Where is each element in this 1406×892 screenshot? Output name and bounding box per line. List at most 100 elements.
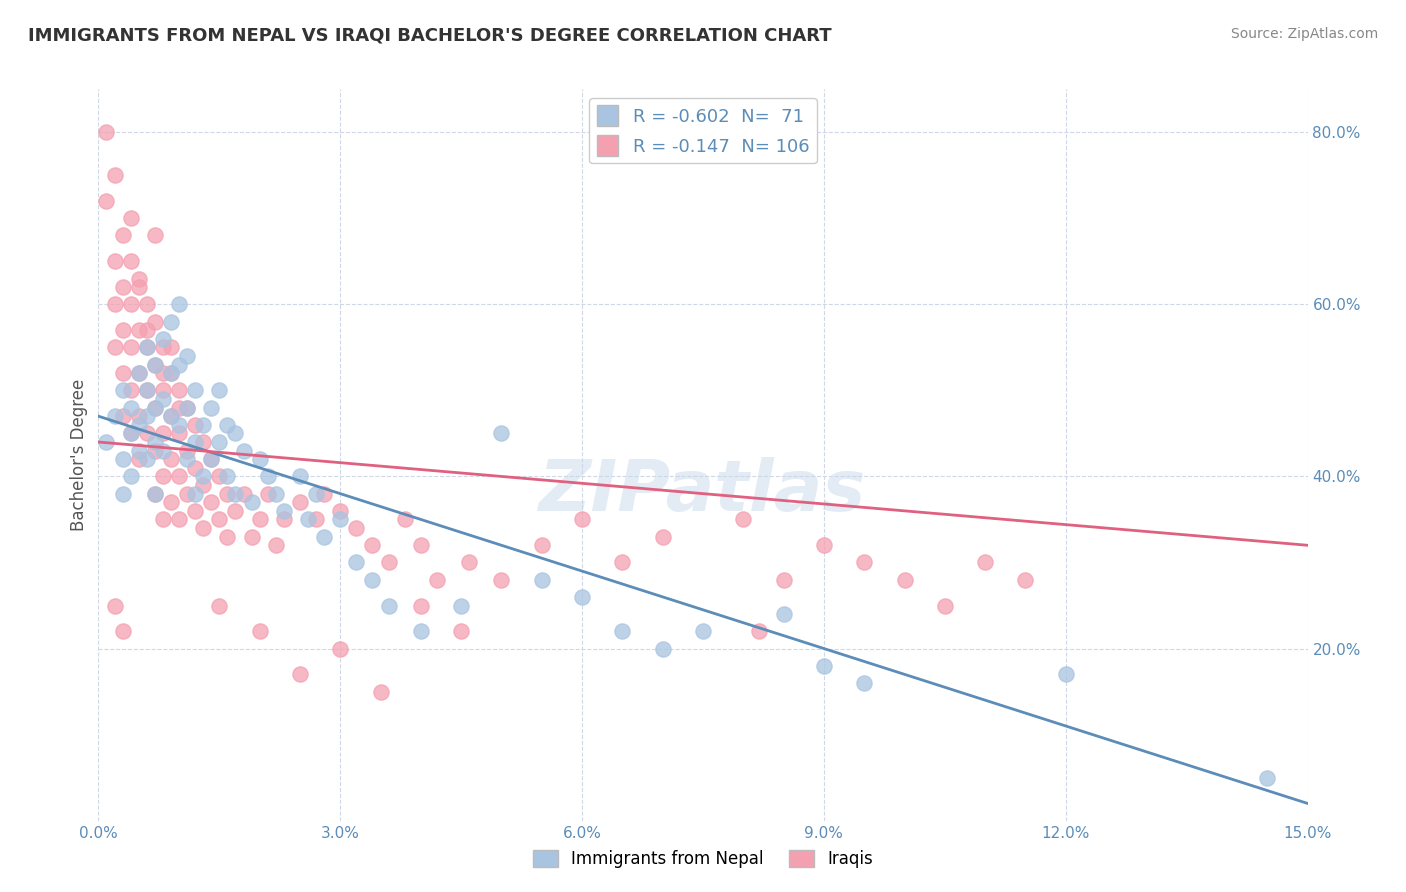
Point — [217, 417, 239, 432]
Point — [893, 573, 915, 587]
Point — [176, 401, 198, 415]
Point — [208, 512, 231, 526]
Point — [120, 469, 142, 483]
Point — [394, 512, 416, 526]
Point — [111, 323, 134, 337]
Point — [217, 486, 239, 500]
Point — [288, 469, 311, 483]
Point — [193, 469, 215, 483]
Point — [135, 297, 157, 311]
Point — [152, 512, 174, 526]
Point — [167, 426, 190, 441]
Point — [329, 504, 352, 518]
Point — [571, 512, 593, 526]
Point — [111, 384, 134, 398]
Point — [176, 486, 198, 500]
Point — [128, 271, 150, 285]
Point — [103, 254, 125, 268]
Point — [240, 530, 263, 544]
Point — [176, 349, 198, 363]
Point — [128, 417, 150, 432]
Point — [450, 624, 472, 639]
Point — [273, 512, 295, 526]
Point — [853, 676, 876, 690]
Point — [160, 340, 183, 354]
Point — [103, 409, 125, 424]
Point — [264, 486, 287, 500]
Point — [103, 297, 125, 311]
Point — [361, 573, 384, 587]
Point — [200, 401, 222, 415]
Point — [612, 556, 634, 570]
Point — [152, 384, 174, 398]
Point — [143, 358, 166, 372]
Point — [160, 409, 183, 424]
Point — [135, 426, 157, 441]
Point — [249, 624, 271, 639]
Point — [111, 366, 134, 380]
Point — [249, 452, 271, 467]
Point — [264, 538, 287, 552]
Point — [1054, 667, 1077, 681]
Point — [143, 358, 166, 372]
Point — [152, 332, 174, 346]
Point — [160, 452, 183, 467]
Point — [813, 538, 835, 552]
Point — [813, 658, 835, 673]
Point — [128, 443, 150, 458]
Point — [167, 401, 190, 415]
Point — [224, 426, 246, 441]
Point — [111, 409, 134, 424]
Point — [232, 486, 254, 500]
Text: Source: ZipAtlas.com: Source: ZipAtlas.com — [1230, 27, 1378, 41]
Point — [160, 409, 183, 424]
Point — [184, 417, 207, 432]
Text: ZIPatlas: ZIPatlas — [540, 457, 866, 526]
Point — [329, 512, 352, 526]
Point — [249, 512, 271, 526]
Point — [224, 504, 246, 518]
Point — [377, 599, 399, 613]
Point — [458, 556, 481, 570]
Point — [152, 426, 174, 441]
Point — [135, 409, 157, 424]
Point — [208, 469, 231, 483]
Point — [135, 340, 157, 354]
Point — [103, 340, 125, 354]
Point — [152, 366, 174, 380]
Point — [370, 684, 392, 698]
Point — [184, 460, 207, 475]
Point — [135, 384, 157, 398]
Point — [200, 452, 222, 467]
Point — [160, 366, 183, 380]
Point — [200, 495, 222, 509]
Point — [167, 512, 190, 526]
Text: IMMIGRANTS FROM NEPAL VS IRAQI BACHELOR'S DEGREE CORRELATION CHART: IMMIGRANTS FROM NEPAL VS IRAQI BACHELOR'… — [28, 27, 832, 45]
Point — [184, 486, 207, 500]
Point — [571, 590, 593, 604]
Point — [111, 624, 134, 639]
Point — [103, 599, 125, 613]
Point — [491, 573, 513, 587]
Point — [426, 573, 449, 587]
Point — [217, 530, 239, 544]
Point — [128, 323, 150, 337]
Point — [96, 125, 118, 139]
Point — [612, 624, 634, 639]
Point — [143, 486, 166, 500]
Point — [120, 211, 142, 226]
Point — [1014, 573, 1036, 587]
Point — [120, 340, 142, 354]
Point — [152, 469, 174, 483]
Point — [152, 340, 174, 354]
Point — [1256, 771, 1278, 785]
Point — [273, 504, 295, 518]
Point — [256, 486, 278, 500]
Point — [651, 530, 673, 544]
Point — [692, 624, 714, 639]
Point — [152, 443, 174, 458]
Point — [111, 486, 134, 500]
Point — [120, 426, 142, 441]
Point — [135, 340, 157, 354]
Point — [530, 573, 553, 587]
